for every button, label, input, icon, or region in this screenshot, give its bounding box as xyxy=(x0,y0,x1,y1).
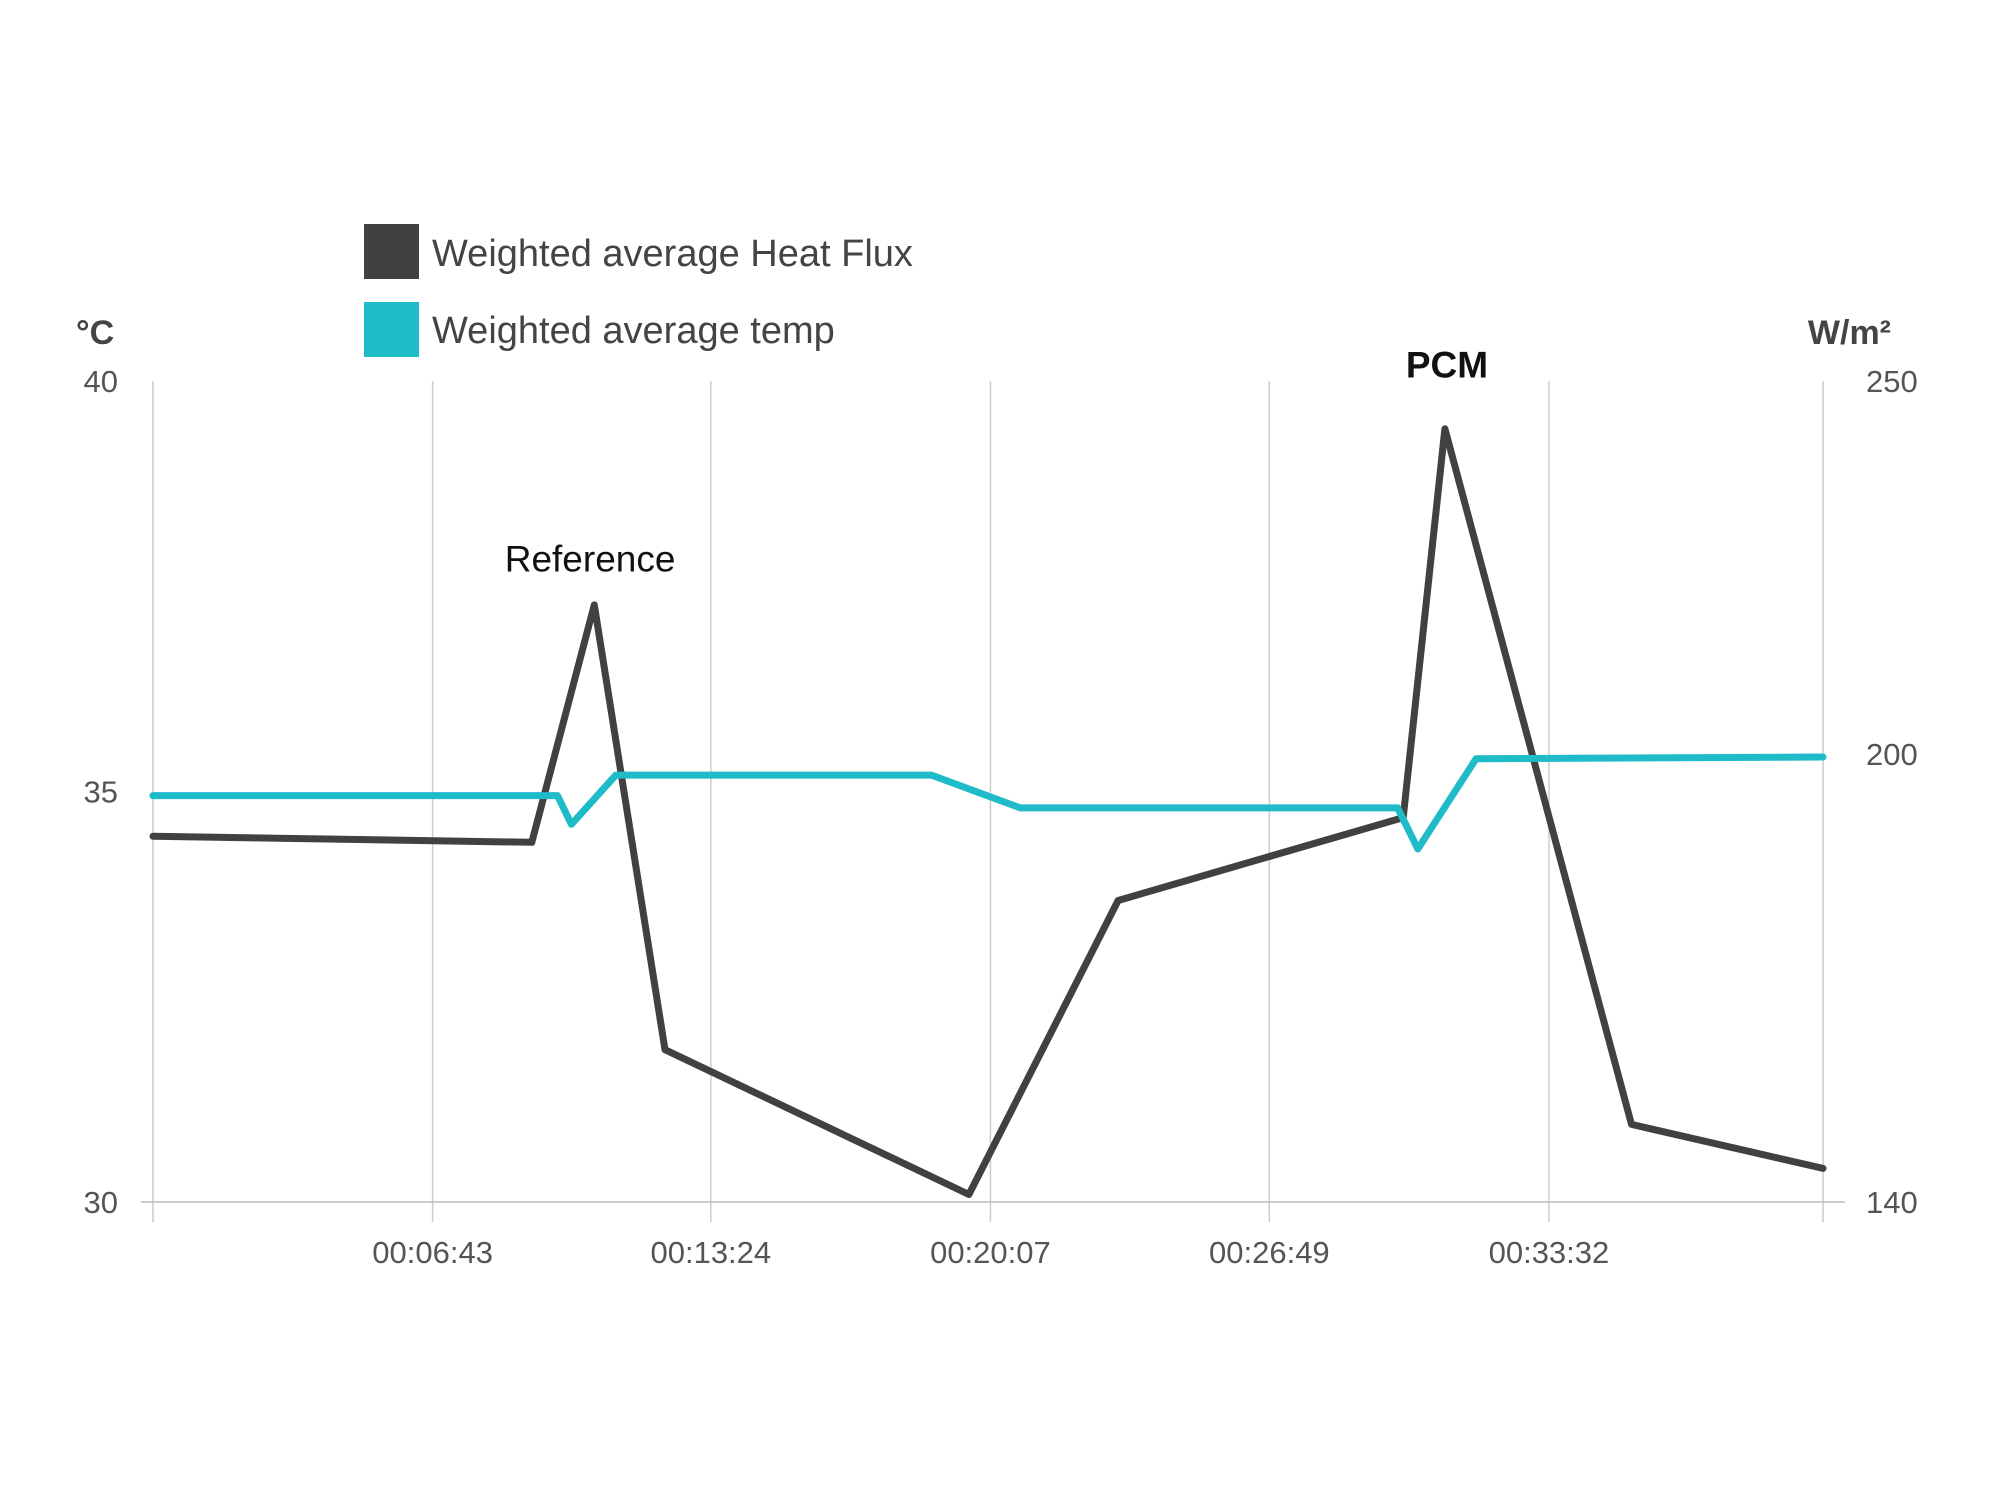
right-tick-label-1: 200 xyxy=(1866,737,1918,772)
left-tick-label-0: 30 xyxy=(84,1185,118,1220)
legend-swatch-heat-flux xyxy=(364,224,419,279)
x-tick-label-2: 00:20:07 xyxy=(930,1235,1051,1270)
x-tick-label-4: 00:33:32 xyxy=(1489,1235,1610,1270)
x-tick-label-3: 00:26:49 xyxy=(1209,1235,1330,1270)
annotations: Reference PCM xyxy=(505,344,1488,579)
x-tick-label-0: 00:06:43 xyxy=(372,1235,493,1270)
right-axis-ticks: 140 200 250 xyxy=(1866,364,1918,1220)
legend-label-heat-flux: Weighted average Heat Flux xyxy=(432,233,913,275)
x-axis-ticks: 00:06:43 00:13:24 00:20:07 00:26:49 00:33:32 xyxy=(372,1235,1609,1270)
left-axis-ticks: 30 35 40 xyxy=(84,364,118,1220)
left-tick-label-2: 40 xyxy=(84,364,118,399)
right-axis-unit: W/m² xyxy=(1808,314,1891,352)
left-axis-unit: °C xyxy=(76,314,114,352)
series-line-heat-flux xyxy=(149,425,1827,1198)
series-line-temp xyxy=(149,753,1827,853)
annotation-reference: Reference xyxy=(505,538,676,579)
x-tick-label-1: 00:13:24 xyxy=(650,1235,771,1270)
legend-swatch-temp xyxy=(364,302,419,357)
right-tick-label-2: 250 xyxy=(1866,364,1918,399)
legend: Weighted average Heat Flux Weighted aver… xyxy=(364,224,913,357)
vertical-gridlines xyxy=(152,381,1824,1222)
annotation-pcm: PCM xyxy=(1406,344,1488,385)
series-lines xyxy=(149,425,1827,1198)
legend-label-temp: Weighted average temp xyxy=(432,310,835,352)
right-tick-label-0: 140 xyxy=(1866,1185,1918,1220)
left-tick-label-1: 35 xyxy=(84,775,118,810)
